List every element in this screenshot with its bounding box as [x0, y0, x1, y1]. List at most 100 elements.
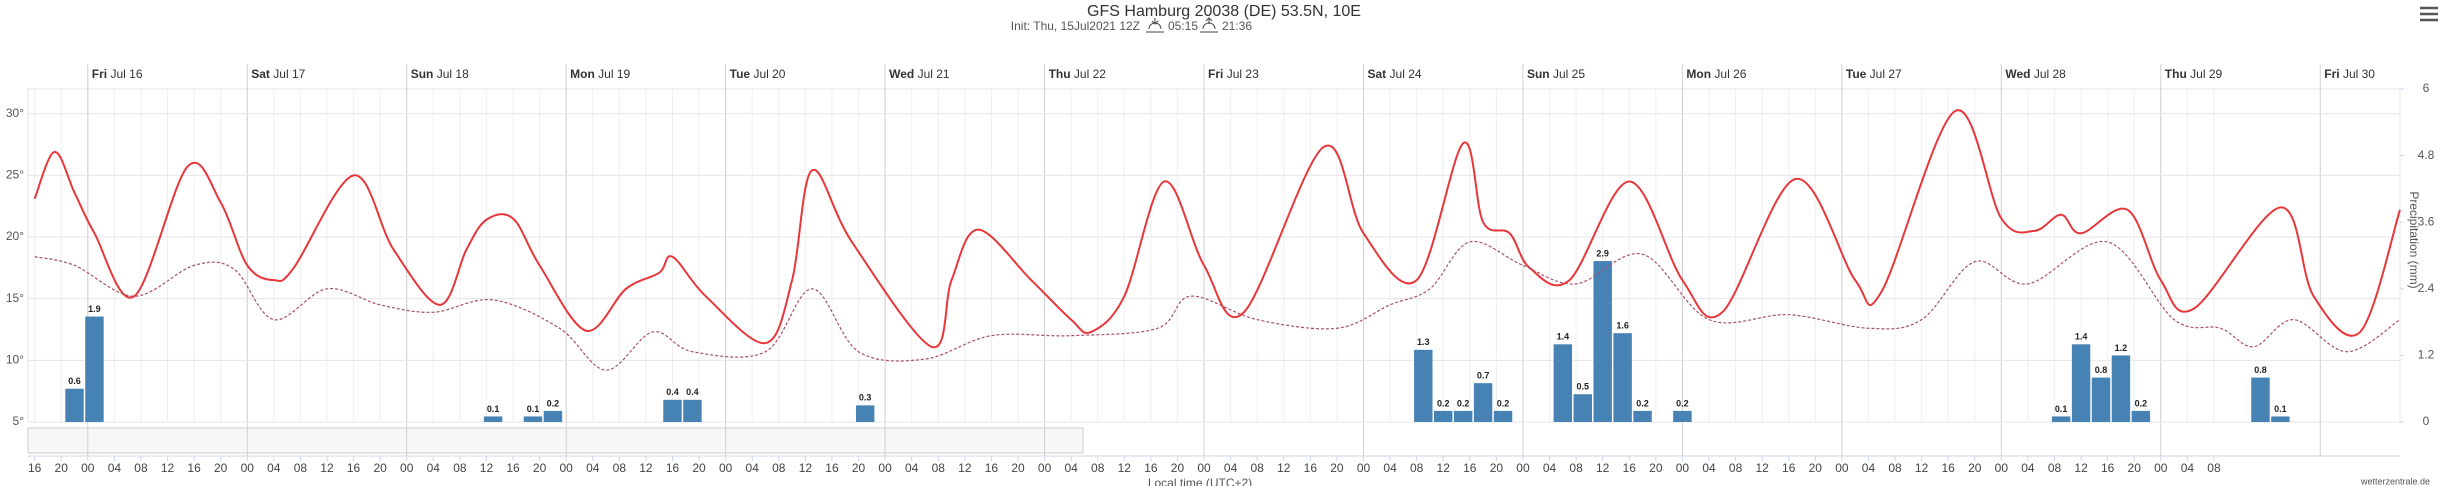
x-tick-label: 12 [799, 461, 813, 475]
x-tick-label: 08 [1251, 461, 1265, 475]
x-tick-label: 12 [639, 461, 653, 475]
x-tick-label: 08 [1410, 461, 1424, 475]
x-tick-label: 00 [1835, 461, 1849, 475]
x-tick-label: 08 [2048, 461, 2062, 475]
credit: wetterzentrale.de [2360, 476, 2430, 486]
date: Jul 16 [110, 67, 142, 81]
precip-bar [1613, 333, 1632, 422]
x-tick-label: 04 [1064, 461, 1078, 475]
x-tick-label: 04 [1383, 461, 1397, 475]
x-tick-label: 04 [2021, 461, 2035, 475]
precip-label: 0.7 [1477, 371, 1490, 381]
precip-label: 0.2 [1676, 398, 1689, 408]
x-tick-label: 12 [1437, 461, 1451, 475]
date: Jul 30 [2343, 67, 2375, 81]
y2-tick-label: 3.6 [2418, 214, 2435, 228]
weekday: Sat [1367, 67, 1386, 81]
weekday: Wed [889, 67, 914, 81]
x-tick-label: 08 [2207, 461, 2221, 475]
day-label: Mon Jul 26 [1686, 67, 1746, 81]
x-tick-label: 20 [533, 461, 547, 475]
x-tick-label: 16 [1782, 461, 1796, 475]
wind-strip [27, 427, 1084, 454]
precip-label: 0.5 [1576, 382, 1589, 392]
precip-label: 0.2 [1437, 398, 1450, 408]
x-tick-label: 20 [1330, 461, 1344, 475]
x-tick-label: 20 [2128, 461, 2142, 475]
x-tick-label: 16 [825, 461, 839, 475]
precip-bar [85, 316, 104, 422]
grid: 16 20 00 04 08 12 16 20 00 04 08 12 16 20 00 04 08 12 16 20… [6, 64, 2435, 475]
x-tick-label: 00 [81, 461, 95, 475]
x-tick-label: 12 [2074, 461, 2088, 475]
x-tick-label: 08 [294, 461, 308, 475]
precip-label: 0.2 [1457, 398, 1470, 408]
weekday: Sun [1527, 67, 1550, 81]
precip-bar [683, 399, 702, 422]
precip-label: 1.4 [1557, 332, 1570, 342]
x-tick-label: 20 [1809, 461, 1823, 475]
day-label: Sun Jul 25 [1527, 67, 1585, 81]
weekday: Mon [1686, 67, 1711, 81]
y-tick-label: 20° [6, 229, 24, 243]
x-tick-label: 16 [28, 461, 42, 475]
precip-bar [1593, 261, 1612, 422]
y-tick-label: 25° [6, 168, 24, 182]
day-label: Fri Jul 16 [92, 67, 143, 81]
precip-bar [1633, 410, 1652, 422]
day-label: Sat Jul 24 [1367, 67, 1421, 81]
precip-bar [65, 388, 84, 422]
day-label: Fri Jul 30 [2324, 67, 2375, 81]
day-label: Sat Jul 17 [251, 67, 305, 81]
precip-label: 0.2 [1497, 398, 1510, 408]
x-tick-label: 12 [161, 461, 175, 475]
precip-bar [855, 405, 875, 422]
x-tick-label: 16 [2101, 461, 2115, 475]
precip-bar [543, 410, 563, 422]
init-time: Init: Thu, 15Jul2021 12Z [1011, 19, 1140, 33]
x-tick-label: 16 [1304, 461, 1318, 475]
precip-bar [1573, 394, 1592, 422]
y-tick-label: 10° [6, 353, 24, 367]
date: Jul 19 [598, 67, 630, 81]
x-tick-label: 16 [1144, 461, 1158, 475]
date: Jul 26 [1714, 67, 1746, 81]
y-tick-label: 30° [6, 106, 24, 120]
x-tick-label: 08 [613, 461, 627, 475]
weekday: Thu [2165, 67, 2187, 81]
x-tick-label: 04 [108, 461, 122, 475]
date: Jul 17 [273, 67, 305, 81]
date: Jul 23 [1227, 67, 1259, 81]
x-tick-label: 04 [2181, 461, 2195, 475]
menu-icon[interactable] [2420, 6, 2438, 22]
precip-bar [663, 399, 682, 422]
x-tick-label: 16 [1623, 461, 1637, 475]
y2-tick-label: 6 [2423, 81, 2430, 95]
x-tick-label: 20 [1968, 461, 1982, 475]
dewpoint-line [34, 240, 2401, 371]
x-tick-label: 00 [1197, 461, 1211, 475]
chart-title: GFS Hamburg 20038 (DE) 53.5N, 10E [1087, 3, 1361, 20]
date: Jul 27 [1870, 67, 1902, 81]
x-tick-label: 04 [746, 461, 760, 475]
x-tick-label: 08 [1888, 461, 1902, 475]
date: Jul 20 [753, 67, 785, 81]
day-label: Mon Jul 19 [570, 67, 630, 81]
precip-label: 0.1 [2055, 404, 2068, 414]
x-tick-label: 16 [666, 461, 680, 475]
precip-label: 0.8 [2254, 365, 2267, 375]
x-tick-label: 04 [586, 461, 600, 475]
x-tick-label: 16 [1942, 461, 1956, 475]
x-tick-label: 12 [958, 461, 972, 475]
x-tick-label: 04 [267, 461, 281, 475]
precip-bar [1434, 410, 1453, 422]
x-tick-label: 08 [453, 461, 467, 475]
x-tick-label: 12 [320, 461, 334, 475]
sunset-time: 21:36 [1222, 19, 1252, 33]
precip-label: 1.2 [2115, 343, 2128, 353]
precip-bar [2271, 416, 2290, 422]
day-label: Tue Jul 20 [730, 67, 786, 81]
x-tick-label: 12 [1596, 461, 1610, 475]
x-tick-label: 08 [772, 461, 786, 475]
weekday: Fri [92, 67, 107, 81]
